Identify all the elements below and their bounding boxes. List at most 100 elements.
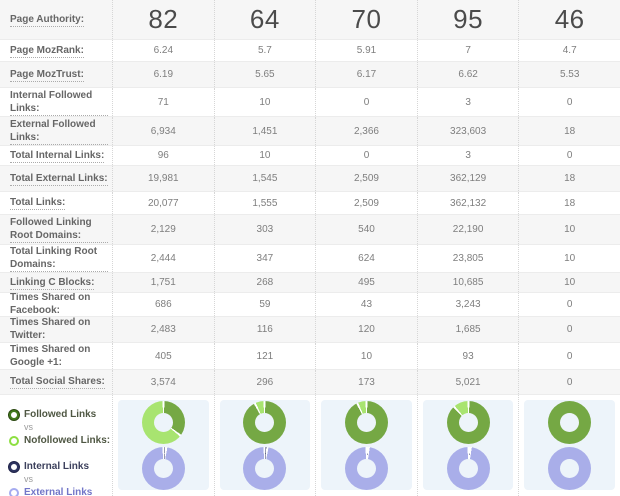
- metric-value: 2,366: [315, 117, 417, 145]
- metric-label-cell: Page Authority:: [0, 0, 112, 39]
- metric-value: 0: [518, 317, 620, 342]
- donut-hole: [357, 459, 376, 478]
- followed-links-legend-label: Followed Links: [24, 408, 96, 421]
- metric-value: 0: [315, 146, 417, 165]
- metric-row: Page MozTrust:6.195.656.176.625.53: [0, 62, 620, 88]
- metric-label[interactable]: Internal Followed Links:: [10, 89, 108, 116]
- metric-value: 0: [518, 370, 620, 394]
- metric-label-cell: Total Links:: [0, 192, 112, 214]
- metric-value: 362,129: [417, 166, 519, 191]
- metric-label[interactable]: Total Linking Root Domains:: [10, 245, 108, 272]
- metric-row: Total Internal Links:9610030: [0, 146, 620, 166]
- metric-value: 0: [315, 88, 417, 116]
- metric-value: 624: [315, 245, 417, 272]
- metric-value: 6.62: [417, 62, 519, 87]
- metric-row: Times Shared on Twitter:2,4831161201,685…: [0, 317, 620, 343]
- metric-value: 2,483: [112, 317, 214, 342]
- metric-label-cell: Followed Linking Root Domains:: [0, 215, 112, 244]
- metric-value: 268: [214, 273, 316, 292]
- metric-label-cell: Times Shared on Twitter:: [0, 317, 112, 342]
- metric-row: External Followed Links:6,9341,4512,3663…: [0, 117, 620, 146]
- metric-value: 116: [214, 317, 316, 342]
- internal-vs-external-donut: [142, 447, 185, 490]
- metric-value: 46: [518, 0, 620, 39]
- metric-label[interactable]: Linking C Blocks:: [10, 276, 94, 290]
- metric-row: Linking C Blocks:1,75126849510,68510: [0, 273, 620, 293]
- donut-hole: [560, 413, 579, 432]
- metric-value: 296: [214, 370, 316, 394]
- chart-cell: [214, 395, 316, 496]
- metric-value: 10: [214, 146, 316, 165]
- metric-value: 18: [518, 166, 620, 191]
- link-metrics-comparison-table: Page Authority:8264709546Page MozRank:6.…: [0, 0, 620, 496]
- chart-box: [220, 400, 311, 490]
- legend-group-gap: [9, 449, 110, 460]
- external-links-legend-item: External Links: [9, 486, 110, 496]
- followed-links-legend-icon: [9, 410, 19, 420]
- metric-label[interactable]: Total External Links:: [10, 172, 108, 186]
- internal-links-legend-item: Internal Links: [9, 460, 110, 473]
- metric-label[interactable]: Page MozRank:: [10, 44, 84, 58]
- metric-label-cell: Total External Links:: [0, 166, 112, 191]
- metric-label[interactable]: Total Internal Links:: [10, 149, 104, 163]
- chart-cell: [112, 395, 214, 496]
- metric-value: 93: [417, 343, 519, 369]
- metric-label[interactable]: Times Shared on Twitter:: [10, 317, 108, 342]
- metric-value: 120: [315, 317, 417, 342]
- metric-value: 2,129: [112, 215, 214, 244]
- metric-value: 10: [518, 245, 620, 272]
- followed-vs-nofollowed-donut: [345, 401, 388, 444]
- followed-vs-nofollowed-donut: [548, 401, 591, 444]
- chart-cell: [417, 395, 519, 496]
- metric-value: 2,509: [315, 192, 417, 214]
- metric-rows: Page Authority:8264709546Page MozRank:6.…: [0, 0, 620, 395]
- metric-label[interactable]: Followed Linking Root Domains:: [10, 216, 108, 243]
- metric-value: 121: [214, 343, 316, 369]
- metric-label[interactable]: Total Social Shares:: [10, 375, 105, 389]
- metric-value: 10: [518, 273, 620, 292]
- metric-label-cell: Times Shared on Google +1:: [0, 343, 112, 369]
- metric-row: Followed Linking Root Domains:2,12930354…: [0, 215, 620, 245]
- metric-value: 4.7: [518, 40, 620, 61]
- metric-value: 3: [417, 146, 519, 165]
- metric-label[interactable]: Page MozTrust:: [10, 68, 84, 82]
- chart-cell: [518, 395, 620, 496]
- metric-label[interactable]: Times Shared on Google +1:: [10, 343, 108, 369]
- vs-label: vs: [24, 423, 110, 432]
- metric-row: Total External Links:19,9811,5452,509362…: [0, 166, 620, 192]
- metric-row: Page MozRank:6.245.75.9174.7: [0, 40, 620, 62]
- charts-legend: Followed Links vs Nofollowed Links: Inte…: [0, 395, 112, 496]
- metric-value: 5.65: [214, 62, 316, 87]
- metric-value: 10: [315, 343, 417, 369]
- metric-value: 5.91: [315, 40, 417, 61]
- metric-value: 64: [214, 0, 316, 39]
- metric-label[interactable]: Page Authority:: [10, 13, 84, 27]
- metric-value: 82: [112, 0, 214, 39]
- donut-hole: [255, 459, 274, 478]
- internal-links-legend-icon: [9, 462, 19, 472]
- metric-value: 6,934: [112, 117, 214, 145]
- metric-label-cell: Total Internal Links:: [0, 146, 112, 165]
- metric-value: 5.7: [214, 40, 316, 61]
- nofollowed-links-legend-icon: [9, 436, 19, 446]
- metric-value: 362,132: [417, 192, 519, 214]
- metric-label[interactable]: Times Shared on Facebook:: [10, 293, 108, 316]
- metric-value: 0: [518, 88, 620, 116]
- metric-value: 1,545: [214, 166, 316, 191]
- nofollowed-links-legend-item: Nofollowed Links:: [9, 434, 110, 447]
- metric-label[interactable]: Total Links:: [10, 196, 65, 210]
- donut-hole: [255, 413, 274, 432]
- donut-hole: [357, 413, 376, 432]
- metric-label[interactable]: External Followed Links:: [10, 118, 108, 145]
- metric-value: 20,077: [112, 192, 214, 214]
- metric-value: 0: [518, 343, 620, 369]
- metric-label-cell: Total Social Shares:: [0, 370, 112, 394]
- metric-value: 18: [518, 192, 620, 214]
- metric-value: 1,685: [417, 317, 519, 342]
- followed-vs-nofollowed-donut: [447, 401, 490, 444]
- metric-value: 10,685: [417, 273, 519, 292]
- followed-vs-nofollowed-donut: [243, 401, 286, 444]
- internal-vs-external-donut: [548, 447, 591, 490]
- metric-value: 686: [112, 293, 214, 316]
- donut-hole: [154, 459, 173, 478]
